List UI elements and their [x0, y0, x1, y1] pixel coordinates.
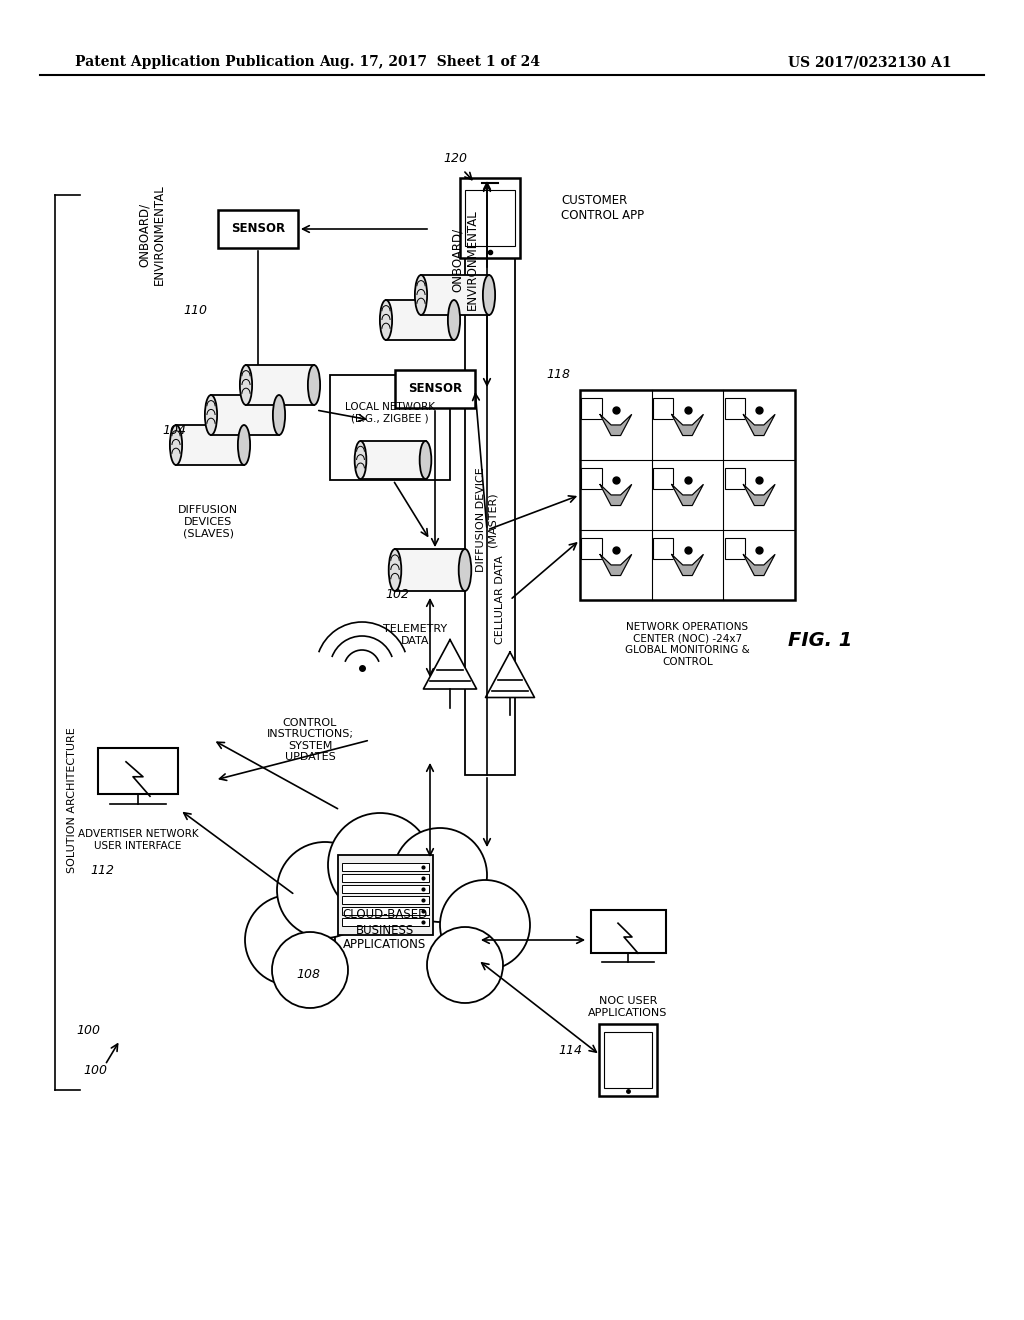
Bar	[421, 275, 489, 315]
Text: NOC USER
APPLICATIONS: NOC USER APPLICATIONS	[589, 997, 668, 1018]
Text: 104: 104	[162, 424, 186, 437]
Bar	[341, 907, 428, 915]
Polygon shape	[485, 652, 535, 697]
Circle shape	[393, 828, 487, 921]
Bar	[653, 539, 673, 560]
Circle shape	[278, 842, 373, 939]
Bar	[341, 896, 428, 904]
Polygon shape	[743, 554, 775, 576]
Polygon shape	[423, 640, 476, 689]
Text: 114: 114	[558, 1044, 582, 1056]
Bar	[395, 370, 475, 408]
Ellipse shape	[205, 395, 217, 436]
Text: 112: 112	[90, 863, 114, 876]
Circle shape	[272, 932, 348, 1008]
Polygon shape	[600, 484, 632, 506]
Bar	[582, 469, 601, 490]
Bar	[338, 855, 432, 935]
Polygon shape	[672, 484, 703, 506]
Bar	[725, 399, 744, 420]
Ellipse shape	[380, 300, 392, 341]
Bar	[465, 195, 515, 775]
Bar	[246, 366, 314, 405]
Text: 100: 100	[76, 1023, 100, 1036]
Bar	[341, 884, 428, 894]
Circle shape	[245, 895, 335, 985]
Bar	[285, 900, 485, 975]
Polygon shape	[743, 414, 775, 436]
Bar	[604, 1032, 652, 1088]
Text: SENSOR: SENSOR	[408, 383, 462, 396]
Polygon shape	[600, 414, 632, 436]
Text: ONBOARD/
ENVIRONMENTAL: ONBOARD/ ENVIRONMENTAL	[138, 185, 166, 285]
Ellipse shape	[272, 395, 285, 436]
Text: NETWORK OPERATIONS
CENTER (NOC) -24x7
GLOBAL MONITORING &
CONTROL: NETWORK OPERATIONS CENTER (NOC) -24x7 GL…	[625, 622, 750, 667]
Text: DIFFUSION
DEVICES
(SLAVES): DIFFUSION DEVICES (SLAVES)	[178, 506, 238, 539]
Bar	[211, 395, 279, 436]
Ellipse shape	[389, 549, 401, 591]
Ellipse shape	[447, 300, 460, 341]
Text: SENSOR: SENSOR	[231, 223, 285, 235]
Text: Aug. 17, 2017  Sheet 1 of 24: Aug. 17, 2017 Sheet 1 of 24	[319, 55, 541, 69]
Text: 120: 120	[443, 152, 467, 165]
Ellipse shape	[420, 441, 431, 479]
Bar	[395, 549, 465, 591]
Text: 118: 118	[546, 368, 570, 381]
Polygon shape	[672, 414, 703, 436]
Bar	[465, 190, 515, 246]
Bar	[582, 399, 601, 420]
Bar	[360, 441, 426, 479]
Text: SOLUTION ARCHITECTURE: SOLUTION ARCHITECTURE	[67, 727, 77, 873]
Text: US 2017/0232130 A1: US 2017/0232130 A1	[788, 55, 952, 69]
Bar	[386, 300, 454, 341]
Ellipse shape	[170, 425, 182, 465]
Text: CELLULAR DATA: CELLULAR DATA	[495, 556, 505, 644]
Bar	[330, 375, 450, 480]
Bar	[176, 425, 244, 465]
Bar	[341, 863, 428, 871]
Bar	[580, 389, 795, 601]
Text: 108: 108	[296, 969, 319, 982]
Bar	[460, 178, 520, 257]
Circle shape	[440, 880, 530, 970]
Text: Patent Application Publication: Patent Application Publication	[75, 55, 314, 69]
Circle shape	[328, 813, 432, 917]
Polygon shape	[743, 484, 775, 506]
Bar	[653, 469, 673, 490]
Text: TELEMETRY
DATA: TELEMETRY DATA	[383, 624, 447, 645]
Text: ONBOARD/
ENVIRONMENTAL: ONBOARD/ ENVIRONMENTAL	[451, 210, 479, 310]
Bar	[341, 917, 428, 927]
Polygon shape	[600, 554, 632, 576]
Ellipse shape	[238, 425, 250, 465]
Text: CONTROL
INSTRUCTIONS;
SYSTEM
UPDATES: CONTROL INSTRUCTIONS; SYSTEM UPDATES	[266, 718, 353, 763]
Text: 100: 100	[83, 1064, 106, 1077]
Ellipse shape	[308, 366, 321, 405]
Text: 110: 110	[183, 304, 207, 317]
Ellipse shape	[483, 275, 496, 315]
Ellipse shape	[354, 441, 367, 479]
Bar	[591, 909, 666, 953]
Ellipse shape	[415, 275, 427, 315]
Text: 102: 102	[385, 589, 409, 602]
Bar	[599, 1024, 657, 1096]
Ellipse shape	[240, 366, 252, 405]
Text: FIG. 1: FIG. 1	[787, 631, 852, 649]
Text: CUSTOMER
CONTROL APP: CUSTOMER CONTROL APP	[561, 194, 644, 222]
Polygon shape	[672, 554, 703, 576]
Text: CLOUD-BASED
BUSINESS
APPLICATIONS: CLOUD-BASED BUSINESS APPLICATIONS	[342, 908, 428, 952]
Bar	[98, 747, 178, 795]
Text: ADVERTISER NETWORK
USER INTERFACE: ADVERTISER NETWORK USER INTERFACE	[78, 829, 199, 851]
Bar	[341, 874, 428, 882]
Text: LOCAL NETWORK
(E.G., ZIGBEE ): LOCAL NETWORK (E.G., ZIGBEE )	[345, 401, 435, 424]
Text: DIFFUSION DEVICE
(MASTER): DIFFUSION DEVICE (MASTER)	[476, 467, 498, 573]
Bar	[725, 469, 744, 490]
Bar	[653, 399, 673, 420]
Circle shape	[427, 927, 503, 1003]
Bar	[725, 539, 744, 560]
Bar	[582, 539, 601, 560]
Ellipse shape	[459, 549, 471, 591]
Bar	[218, 210, 298, 248]
